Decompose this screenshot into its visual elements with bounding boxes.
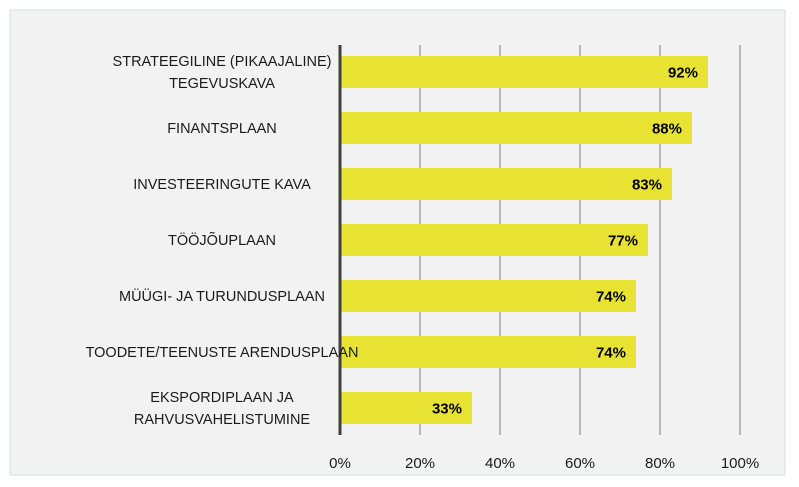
- category-label: EKSPORDIPLAAN JA: [150, 390, 294, 406]
- category-label: STRATEEGILINE (PIKAAJALINE): [113, 54, 332, 70]
- bar: [340, 336, 636, 368]
- data-label: 77%: [608, 233, 638, 250]
- category-label: RAHVUSVAHELISTUMINE: [134, 412, 311, 428]
- x-tick-label: 0%: [329, 455, 351, 472]
- x-tick-label: 80%: [645, 455, 675, 472]
- data-label: 74%: [596, 345, 626, 362]
- category-label: TÖÖJÕUPLAAN: [168, 231, 276, 249]
- data-label: 88%: [652, 121, 682, 138]
- category-label: MÜÜGI- JA TURUNDUSPLAAN: [119, 287, 325, 305]
- x-tick-label: 40%: [485, 455, 515, 472]
- x-tick-label: 100%: [721, 455, 759, 472]
- category-label: INVESTEERINGUTE KAVA: [133, 177, 311, 193]
- category-label: TOODETE/TEENUSTE ARENDUSPLAAN: [86, 345, 359, 361]
- bar: [340, 224, 648, 256]
- category-label: TEGEVUSKAVA: [169, 76, 275, 92]
- data-label: 83%: [632, 177, 662, 194]
- bar: [340, 280, 636, 312]
- x-tick-label: 20%: [405, 455, 435, 472]
- data-label: 74%: [596, 289, 626, 306]
- category-label: FINANTSPLAAN: [167, 121, 277, 137]
- bar: [340, 392, 472, 424]
- x-tick-label: 60%: [565, 455, 595, 472]
- bar: [340, 168, 672, 200]
- bar: [340, 56, 708, 88]
- data-label: 33%: [432, 401, 462, 418]
- data-label: 92%: [668, 65, 698, 82]
- bar: [340, 112, 692, 144]
